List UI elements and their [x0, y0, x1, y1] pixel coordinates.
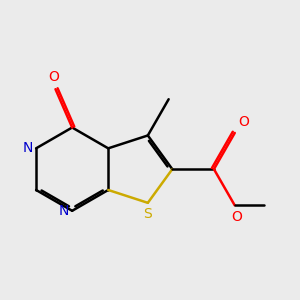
Text: S: S	[143, 207, 152, 221]
Text: O: O	[48, 70, 59, 84]
Text: O: O	[238, 115, 249, 129]
Text: O: O	[231, 210, 242, 224]
Text: N: N	[22, 141, 33, 155]
Text: N: N	[58, 204, 69, 218]
